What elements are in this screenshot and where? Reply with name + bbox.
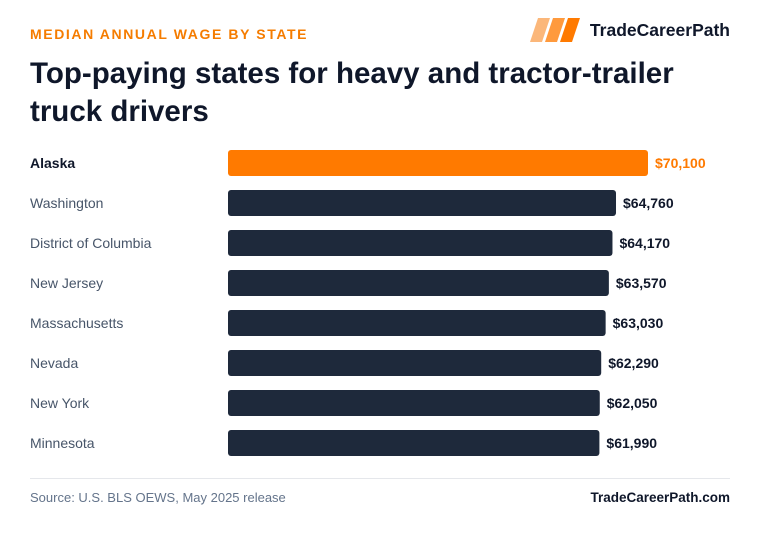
bar [228, 430, 600, 456]
brand-name: TradeCareerPath [589, 19, 730, 40]
site-name: TradeCareerPath.com [590, 490, 730, 505]
value-label: $63,570 [616, 275, 667, 291]
bar [228, 150, 648, 176]
category-label: Washington [30, 195, 103, 211]
bar [228, 230, 613, 256]
value-label: $62,290 [608, 355, 659, 371]
value-label: $70,100 [655, 155, 706, 171]
brand: TradeCareerPath [529, 18, 730, 42]
bar-chart: Alaska $70,100 Washington $64,760 District o… [30, 150, 706, 456]
bar [228, 310, 606, 336]
bar [228, 390, 600, 416]
footer-divider [30, 478, 730, 479]
category-label: New Jersey [30, 275, 103, 291]
category-label: Massachusetts [30, 315, 123, 331]
value-label: $61,990 [606, 435, 657, 451]
chart-title: Top-paying states for heavy and tractor-… [30, 57, 674, 128]
eyebrow-label: MEDIAN ANNUAL WAGE BY STATE [30, 26, 309, 42]
category-label: District of Columbia [30, 235, 152, 251]
bar [228, 190, 617, 216]
value-label: $64,760 [623, 195, 674, 211]
bar [228, 350, 602, 376]
value-label: $64,170 [619, 235, 670, 251]
value-label: $62,050 [607, 395, 658, 411]
category-label: New York [30, 395, 90, 411]
value-label: $63,030 [613, 315, 664, 331]
source-note: Source: U.S. BLS OEWS, May 2025 release [30, 490, 286, 505]
category-label: Minnesota [30, 435, 95, 451]
category-label: Nevada [30, 355, 78, 371]
bar [228, 270, 609, 296]
category-label: Alaska [30, 155, 75, 171]
slanted-stripes-logo-icon [529, 18, 582, 42]
